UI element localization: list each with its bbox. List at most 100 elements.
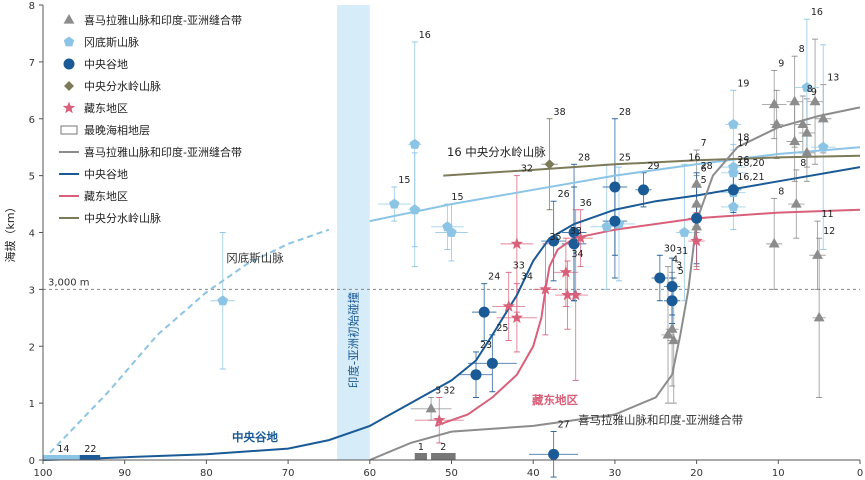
data-point-label: 23 — [480, 340, 492, 351]
data-point-label: 5 — [678, 266, 684, 277]
legend-swatch-star — [62, 101, 76, 114]
data-point-star — [569, 288, 582, 301]
data-point-triangle — [812, 249, 823, 259]
data-point-label: 25 — [619, 152, 631, 163]
x-tick-label: 90 — [118, 468, 131, 479]
data-point-label: 32 — [521, 164, 533, 175]
data-point-label: 7 — [701, 138, 707, 149]
data-point-pentagon — [409, 204, 420, 215]
data-point-label: 8 — [799, 44, 805, 55]
data-point-label: 15 — [398, 175, 410, 186]
trend-lines-layer — [42, 106, 861, 461]
data-point-label: 26 — [558, 189, 570, 200]
x-tick-label: 30 — [609, 468, 622, 479]
y-tick-label: 3 — [29, 285, 35, 296]
data-point-pentagon — [728, 118, 739, 129]
data-point-label: 8 — [778, 186, 784, 197]
data-point-label: 28 — [619, 107, 631, 118]
data-point-circle — [486, 357, 498, 369]
data-point-pentagon — [728, 167, 739, 178]
data-point-label: 38 — [554, 107, 566, 118]
data-point-circle — [568, 227, 580, 238]
x-tick-label: 10 — [772, 468, 785, 479]
data-point-circle — [548, 235, 560, 247]
marine-strata-number: 2 — [440, 442, 446, 453]
data-point-label: 12 — [823, 226, 835, 237]
data-point-pentagon — [801, 82, 813, 92]
data-point-circle — [470, 369, 482, 381]
legend-label: 中央分水岭山脉 — [84, 79, 161, 93]
y-tick-label: 4 — [29, 229, 35, 240]
data-point-triangle — [666, 323, 678, 333]
data-point-label: 8 — [807, 84, 813, 95]
reference-line-label: 3,000 m — [48, 277, 90, 288]
background-layer: 3,000 m — [43, 5, 860, 460]
data-point-label: 4 — [672, 255, 678, 266]
data-point-circle — [727, 184, 739, 196]
data-point-label: 32 — [443, 385, 455, 396]
x-tick-label: 100 — [33, 468, 52, 479]
data-point-label: 11 — [822, 209, 834, 220]
data-point-label: 34 — [572, 249, 584, 260]
collision-band — [337, 5, 370, 460]
region-label: 中央谷地 — [232, 430, 278, 444]
collision-band-label: 印度-亚洲初始碰撞 — [346, 292, 360, 388]
y-tick-label: 7 — [29, 58, 35, 69]
legend-label: 藏东地区 — [84, 190, 128, 203]
y-tick-label: 1 — [29, 399, 35, 410]
region-label: 冈底斯山脉 — [226, 251, 284, 265]
gangdese-base-bar — [43, 455, 84, 460]
data-point-label: 29 — [647, 161, 659, 172]
data-point-star — [574, 231, 587, 244]
data-point-triangle — [789, 135, 801, 146]
y-tick-label: 5 — [29, 172, 35, 183]
legend-label: 喜马拉雅山脉和印度-亚洲缝合带 — [84, 145, 242, 159]
data-point-star — [510, 237, 523, 250]
data-point-star — [559, 265, 573, 278]
y-tick-label: 6 — [29, 115, 35, 126]
legend-swatch-pentagon — [63, 36, 75, 47]
marine-strata-layer: 1 2 14 22 — [43, 442, 456, 460]
data-point-circle — [654, 272, 666, 284]
data-point-label: 6 — [701, 164, 707, 175]
data-point-triangle — [691, 178, 702, 188]
data-point-label: 27 — [558, 420, 570, 431]
legend: 喜马拉雅山脉和印度-亚洲缝合带冈底斯山脉中央谷地中央分水岭山脉藏东地区最晚海相地… — [59, 13, 242, 225]
data-point-triangle — [797, 118, 809, 129]
legend-label: 喜马拉雅山脉和印度-亚洲缝合带 — [84, 13, 242, 27]
y-axis-title: 海拔（km） — [3, 201, 17, 262]
data-point-triangle — [801, 146, 813, 157]
data-point-circle — [568, 238, 580, 250]
data-point-triangle — [768, 98, 780, 109]
data-point-triangle — [662, 328, 674, 339]
data-point-label: 30 — [664, 243, 676, 254]
data-point-label: 31 — [676, 246, 688, 257]
data-point-circle — [666, 281, 678, 293]
data-point-label: 28 — [578, 152, 590, 163]
trend-line-dashed — [42, 228, 330, 461]
data-point-label: 13 — [827, 73, 839, 84]
data-point-triangle — [790, 198, 802, 208]
data-point-star — [502, 299, 515, 312]
legend-swatch-circle — [63, 58, 75, 70]
central-valley-base-bar — [79, 455, 101, 460]
data-point-label: 8 — [800, 158, 806, 169]
data-point-label: 35 — [549, 232, 561, 243]
data-point-triangle — [817, 112, 829, 123]
data-point-label: 19 — [737, 78, 749, 89]
trend-line — [369, 146, 861, 223]
x-tick-label: 0 — [857, 468, 863, 479]
x-tick-label: 80 — [200, 468, 213, 479]
data-point-pentagon — [728, 161, 739, 172]
marine-strata-block — [414, 453, 427, 460]
legend-label: 冈底斯山脉 — [84, 35, 139, 49]
data-point-label: 18 — [737, 132, 749, 143]
data-point-label: 15 — [451, 192, 463, 203]
data-point-circle — [478, 306, 490, 318]
x-tick-label: 40 — [527, 468, 540, 479]
legend-label: 最晚海相地层 — [84, 123, 150, 137]
data-point-triangle — [768, 237, 780, 248]
base-bar-label: 22 — [84, 444, 96, 455]
data-point-label: 34 — [521, 272, 533, 283]
